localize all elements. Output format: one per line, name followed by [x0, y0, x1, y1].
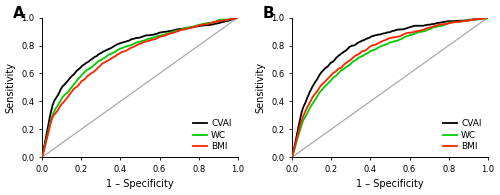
X-axis label: 1 – Specificity: 1 – Specificity: [356, 179, 424, 190]
Legend: CVAI, WC, BMI: CVAI, WC, BMI: [191, 118, 234, 153]
X-axis label: 1 – Specificity: 1 – Specificity: [106, 179, 174, 190]
Y-axis label: Sensitivity: Sensitivity: [256, 62, 266, 113]
Y-axis label: Sensitivity: Sensitivity: [6, 62, 16, 113]
Text: B: B: [262, 6, 274, 21]
Text: A: A: [12, 6, 24, 21]
Legend: CVAI, WC, BMI: CVAI, WC, BMI: [441, 118, 484, 153]
